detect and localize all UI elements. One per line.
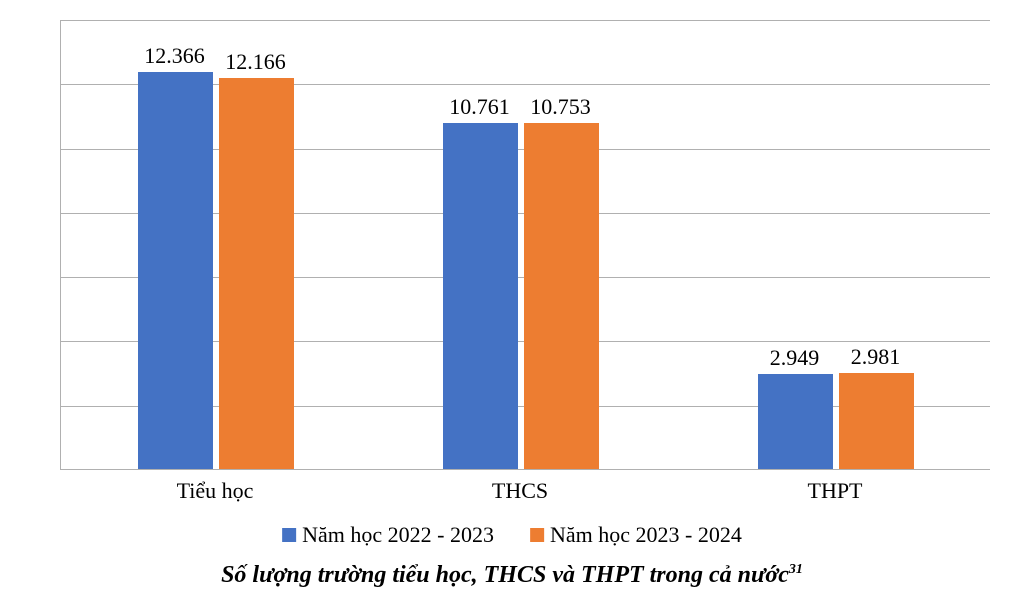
- legend: Năm học 2022 - 2023 Năm học 2023 - 2024: [282, 522, 742, 548]
- chart-caption: Số lượng trường tiểu học, THCS và THPT t…: [0, 562, 1024, 589]
- bar-thcs-series-2: [524, 123, 599, 469]
- bar-value-label: 2.981: [851, 344, 901, 370]
- legend-swatch-series-2: [530, 528, 544, 542]
- legend-label-series-1: Năm học 2022 - 2023: [302, 522, 494, 548]
- bar-value-label: 10.753: [530, 94, 591, 120]
- gridline: [61, 20, 990, 21]
- bar-tiểu-học-series-2: [219, 78, 294, 469]
- bar-thpt-series-1: [758, 374, 833, 469]
- bar-value-label: 12.166: [225, 49, 286, 75]
- legend-item-series-2: Năm học 2023 - 2024: [530, 522, 742, 548]
- bar-value-label: 2.949: [770, 345, 820, 371]
- bar-tiểu-học-series-1: [138, 72, 213, 469]
- caption-text: Số lượng trường tiểu học, THCS và THPT t…: [221, 562, 789, 588]
- legend-label-series-2: Năm học 2023 - 2024: [550, 522, 742, 548]
- bar-value-label: 10.761: [449, 94, 510, 120]
- category-label-thcs: THCS: [492, 478, 548, 504]
- bar-value-label: 12.366: [144, 43, 205, 69]
- plot-area: [60, 20, 990, 470]
- legend-item-series-1: Năm học 2022 - 2023: [282, 522, 494, 548]
- bar-thpt-series-2: [839, 373, 914, 469]
- category-label-thpt: THPT: [808, 478, 863, 504]
- caption-footnote-number: 31: [789, 562, 803, 577]
- chart-container: Năm học 2022 - 2023 Năm học 2023 - 2024 …: [0, 0, 1024, 608]
- category-label-tiểu-học: Tiểu học: [177, 478, 254, 504]
- legend-swatch-series-1: [282, 528, 296, 542]
- bar-thcs-series-1: [443, 123, 518, 469]
